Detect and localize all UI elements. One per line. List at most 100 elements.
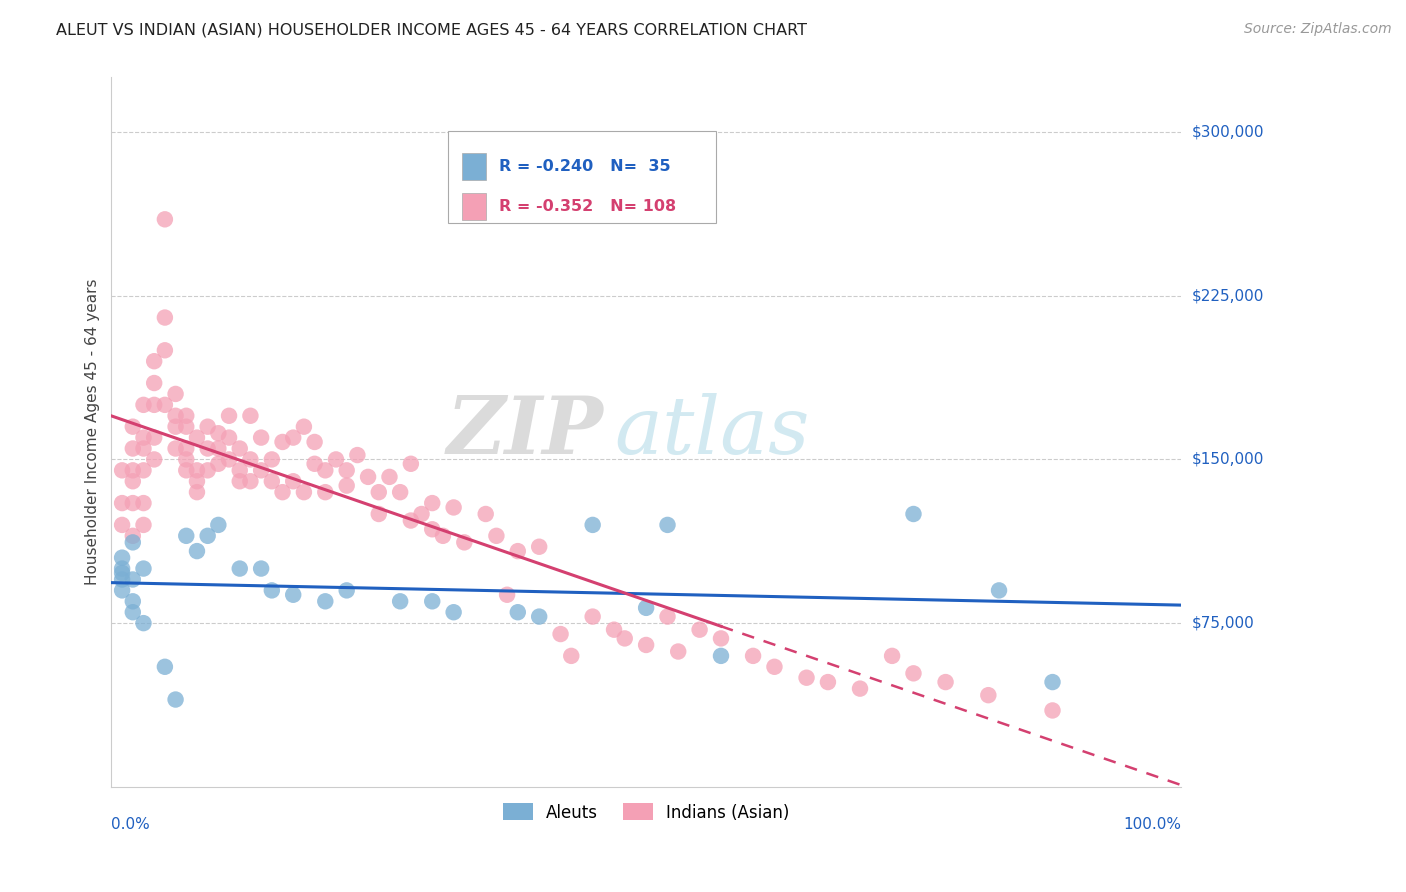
Point	[239, 409, 262, 423]
Point	[207, 426, 229, 441]
Point	[283, 475, 305, 489]
Point	[197, 442, 219, 456]
Point	[367, 507, 389, 521]
Point	[283, 588, 305, 602]
Point	[550, 627, 572, 641]
Text: $75,000: $75,000	[1192, 615, 1254, 631]
Point	[314, 485, 336, 500]
Point	[250, 431, 273, 445]
Text: $150,000: $150,000	[1192, 452, 1264, 467]
Point	[121, 463, 143, 477]
Point	[420, 522, 443, 536]
Point	[1042, 675, 1064, 690]
Point	[218, 431, 240, 445]
Point	[582, 517, 605, 532]
Point	[603, 623, 626, 637]
Point	[357, 470, 380, 484]
Point	[197, 419, 219, 434]
Point	[666, 644, 689, 658]
Point	[132, 398, 155, 412]
Point	[165, 409, 187, 423]
Point	[432, 529, 454, 543]
Point	[174, 463, 197, 477]
Point	[132, 517, 155, 532]
Point	[988, 583, 1011, 598]
Text: ALEUT VS INDIAN (ASIAN) HOUSEHOLDER INCOME AGES 45 - 64 YEARS CORRELATION CHART: ALEUT VS INDIAN (ASIAN) HOUSEHOLDER INCO…	[56, 22, 807, 37]
Point	[121, 419, 143, 434]
Point	[153, 212, 176, 227]
Point	[710, 648, 733, 663]
Point	[132, 616, 155, 631]
Point	[411, 507, 433, 521]
Point	[111, 583, 134, 598]
Point	[239, 452, 262, 467]
Point	[143, 398, 166, 412]
Point	[506, 605, 529, 619]
Point	[174, 409, 197, 423]
Point	[121, 496, 143, 510]
Point	[229, 475, 252, 489]
Point	[443, 500, 465, 515]
Point	[132, 496, 155, 510]
Point	[186, 475, 208, 489]
Point	[527, 609, 550, 624]
FancyBboxPatch shape	[449, 130, 716, 223]
Point	[636, 600, 658, 615]
Text: 0.0%: 0.0%	[111, 817, 150, 832]
Point	[710, 632, 733, 646]
Point	[527, 540, 550, 554]
Point	[420, 594, 443, 608]
Point	[132, 561, 155, 575]
Point	[474, 507, 496, 521]
Point	[260, 452, 283, 467]
Point	[292, 485, 315, 500]
Point	[229, 561, 252, 575]
Point	[229, 442, 252, 456]
Point	[111, 561, 134, 575]
Point	[121, 442, 143, 456]
Point	[292, 419, 315, 434]
Point	[132, 442, 155, 456]
Point	[153, 310, 176, 325]
Y-axis label: Householder Income Ages 45 - 64 years: Householder Income Ages 45 - 64 years	[86, 279, 100, 585]
Point	[218, 409, 240, 423]
Point	[506, 544, 529, 558]
Point	[399, 457, 422, 471]
Point	[111, 517, 134, 532]
Point	[880, 648, 903, 663]
Point	[657, 517, 679, 532]
Point	[250, 463, 273, 477]
Point	[153, 660, 176, 674]
Point	[197, 463, 219, 477]
Point	[174, 452, 197, 467]
Point	[260, 583, 283, 598]
Point	[111, 573, 134, 587]
Point	[239, 475, 262, 489]
Point	[903, 507, 925, 521]
Point	[796, 671, 818, 685]
Point	[121, 594, 143, 608]
Point	[165, 419, 187, 434]
Point	[903, 666, 925, 681]
Point	[143, 452, 166, 467]
Point	[186, 544, 208, 558]
Point	[174, 419, 197, 434]
Point	[496, 588, 519, 602]
Point	[121, 573, 143, 587]
Point	[165, 387, 187, 401]
Point	[304, 434, 326, 449]
Point	[399, 514, 422, 528]
Text: $300,000: $300,000	[1192, 125, 1264, 139]
Point	[613, 632, 636, 646]
Point	[935, 675, 957, 690]
Point	[207, 517, 229, 532]
Point	[849, 681, 872, 696]
Bar	[463, 153, 485, 180]
Point	[143, 376, 166, 390]
Point	[229, 463, 252, 477]
Text: $225,000: $225,000	[1192, 288, 1264, 303]
Point	[367, 485, 389, 500]
Text: Source: ZipAtlas.com: Source: ZipAtlas.com	[1244, 22, 1392, 37]
Point	[346, 448, 368, 462]
Point	[111, 463, 134, 477]
